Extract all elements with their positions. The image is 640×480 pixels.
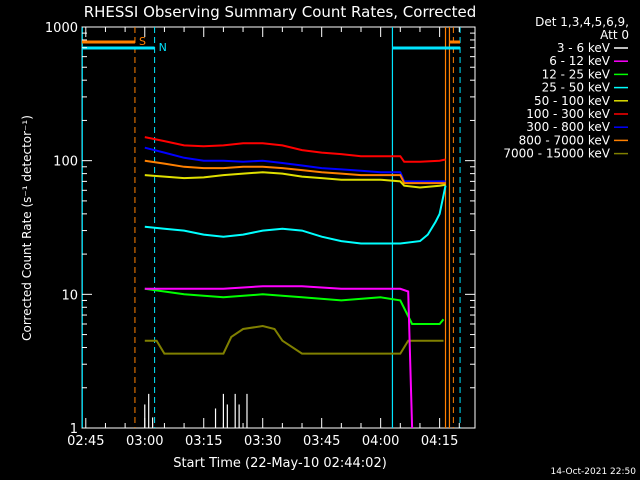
- x-tick-label: 02:45: [67, 434, 104, 449]
- series-line: [144, 146, 446, 183]
- y-tick-label: 100: [53, 155, 78, 170]
- x-axis-ticks: 02:45 03:00 03:15 03:30 03:45 04:00 04:15: [67, 27, 460, 449]
- series-line: [144, 285, 414, 429]
- y-axis-label: Corrected Count Rate (s⁻¹ detector⁻¹): [20, 115, 34, 341]
- series-line: [144, 324, 444, 355]
- series-line: [144, 185, 447, 245]
- legend-header-line-2: Att 0: [600, 28, 629, 42]
- x-tick-label: 03:45: [303, 434, 340, 449]
- chart-title: RHESSI Observing Summary Count Rates, Co…: [84, 3, 477, 21]
- footer-timestamp: 14-Oct-2021 22:50: [551, 467, 637, 477]
- series-line: [144, 136, 446, 163]
- series-lines: [144, 136, 447, 429]
- x-tick-label: 04:00: [362, 434, 399, 449]
- legend-label: 3 - 6 keV: [557, 41, 611, 55]
- x-tick-label: 03:15: [185, 434, 222, 449]
- legend-header-line-1: Det 1,3,4,5,6,9,: [535, 15, 629, 29]
- series-line: [144, 171, 446, 189]
- series-line: [144, 287, 445, 325]
- y-tick-label: 1000: [45, 21, 78, 36]
- legend-label: 800 - 7000 keV: [519, 133, 611, 147]
- legend-label: 100 - 300 keV: [526, 107, 610, 121]
- y-tick-label: 10: [61, 288, 78, 303]
- legend-label: 50 - 100 keV: [534, 94, 611, 108]
- x-tick-label: 03:30: [244, 434, 281, 449]
- x-axis-label: Start Time (22-May-10 02:44:02): [173, 456, 387, 471]
- legend-label: 300 - 800 keV: [526, 120, 610, 134]
- legend-label: 25 - 50 keV: [542, 81, 611, 95]
- series-line: [144, 159, 446, 185]
- y-tick-label: 1: [70, 422, 78, 437]
- saa-flag-label: S: [139, 35, 146, 48]
- x-tick-label: 03:00: [126, 434, 163, 449]
- legend-label: 6 - 12 keV: [549, 54, 611, 68]
- night-flag-label: N: [159, 41, 167, 54]
- y-axis-ticks: 1 10 100 1000: [45, 21, 475, 437]
- legend-label: 7000 - 15000 keV: [503, 147, 610, 161]
- legend-label: 12 - 25 keV: [542, 67, 611, 81]
- x-tick-label: 04:15: [421, 434, 458, 449]
